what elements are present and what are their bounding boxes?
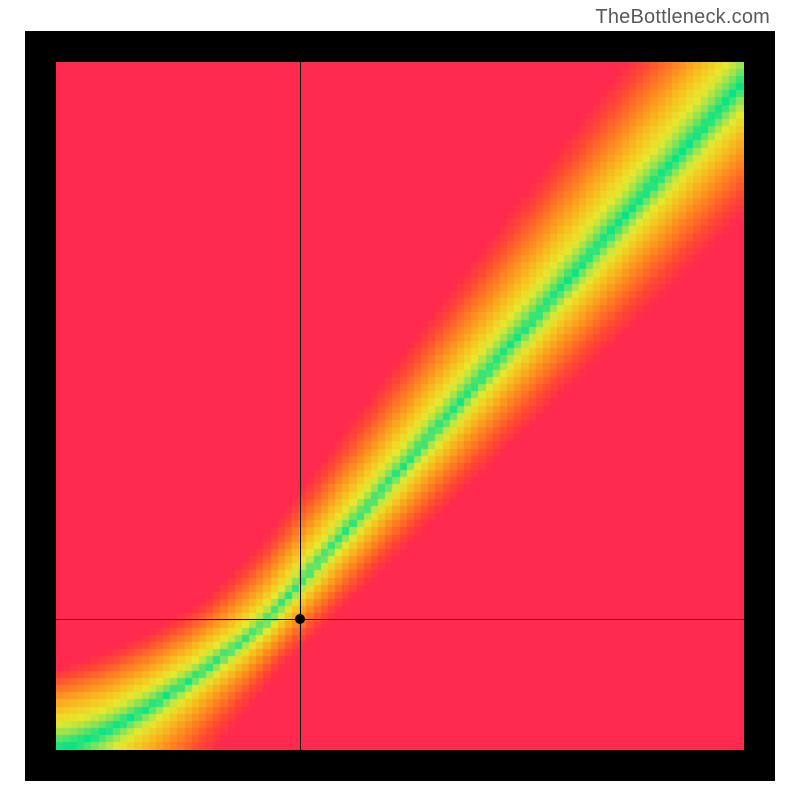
chart-stage: TheBottleneck.com (0, 0, 800, 800)
watermark-text: TheBottleneck.com (595, 6, 770, 29)
heatmap-canvas (56, 62, 744, 750)
